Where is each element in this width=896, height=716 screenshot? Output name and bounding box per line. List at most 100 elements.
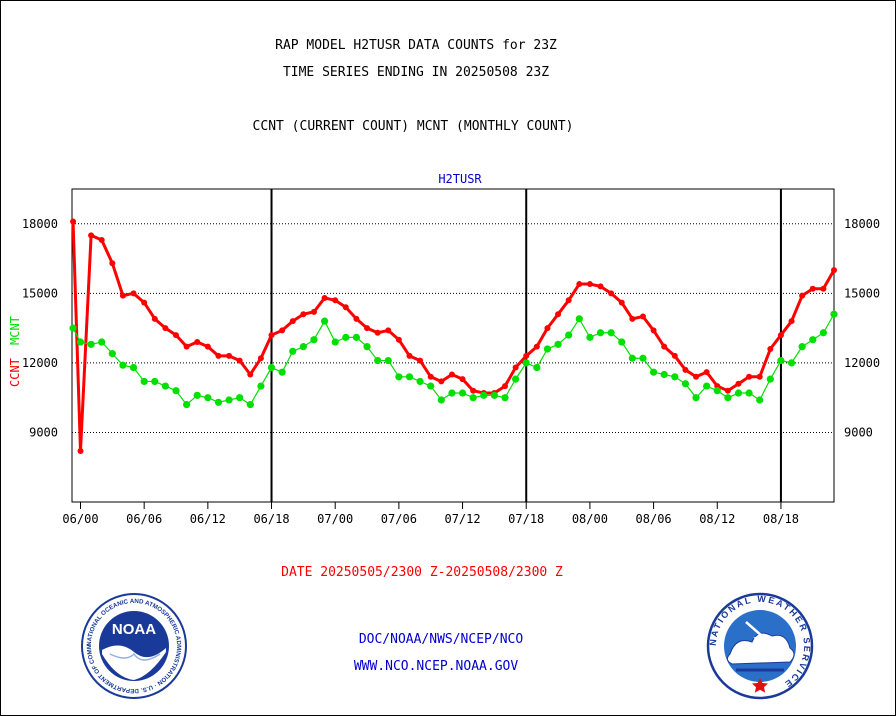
data-point-mcnt: [724, 394, 732, 402]
data-point-mcnt: [565, 331, 573, 339]
data-point-mcnt: [405, 373, 414, 381]
data-point-mcnt: [819, 329, 827, 337]
x-tick-label: 08/18: [763, 512, 799, 526]
data-point-mcnt: [809, 336, 817, 344]
data-point-ccnt: [809, 285, 816, 292]
data-point-ccnt: [565, 297, 572, 304]
data-point-mcnt: [246, 401, 254, 409]
data-point-mcnt: [512, 375, 520, 383]
data-point-ccnt: [639, 313, 646, 320]
data-point-mcnt: [607, 329, 615, 337]
y-tick-label-right: 9000: [844, 425, 873, 439]
data-point-ccnt: [204, 343, 211, 350]
data-point-ccnt: [151, 315, 158, 322]
x-tick-label: 07/18: [508, 512, 544, 526]
data-point-mcnt: [543, 345, 552, 353]
x-tick-label: 08/06: [636, 512, 672, 526]
x-tick-label: 06/06: [126, 512, 162, 526]
data-point-mcnt: [586, 333, 594, 341]
data-point-mcnt: [299, 343, 307, 351]
data-point-mcnt: [183, 401, 191, 409]
data-point-mcnt: [257, 382, 265, 390]
data-point-ccnt: [300, 311, 307, 318]
data-point-ccnt: [661, 343, 668, 350]
data-point-mcnt: [437, 396, 445, 404]
x-tick-label: 08/12: [699, 512, 735, 526]
noaa-logo: NATIONAL OCEANIC AND ATMOSPHERIC ADMINIS…: [80, 592, 187, 699]
website-link[interactable]: WWW.NCO.NCEP.NOAA.GOV: [353, 659, 519, 674]
data-point-mcnt: [76, 338, 85, 346]
data-point-mcnt: [384, 356, 392, 365]
data-point-ccnt: [555, 311, 562, 318]
data-point-mcnt: [703, 382, 711, 390]
data-point-ccnt: [438, 378, 445, 385]
y-tick-label-right: 18000: [844, 217, 880, 231]
x-tick-label: 07/00: [317, 512, 353, 526]
data-point-ccnt: [703, 369, 710, 376]
data-point-ccnt: [756, 373, 763, 380]
data-point-ccnt: [374, 329, 381, 336]
data-point-mcnt: [108, 350, 116, 358]
data-point-ccnt: [215, 352, 222, 359]
data-point-ccnt: [268, 332, 275, 339]
data-point-ccnt: [279, 327, 286, 334]
data-point-ccnt: [682, 366, 689, 373]
data-point-mcnt: [395, 373, 403, 381]
data-point-mcnt: [214, 398, 223, 406]
data-point-ccnt: [735, 380, 742, 387]
data-point-ccnt: [130, 290, 137, 297]
nws-logo: NATIONAL WEATHER SERVICE: [706, 592, 814, 700]
data-point-ccnt: [162, 325, 169, 332]
data-point-ccnt: [70, 218, 77, 225]
data-point-ccnt: [618, 299, 625, 306]
data-point-ccnt: [523, 352, 530, 359]
data-point-mcnt: [766, 375, 774, 383]
data-point-mcnt: [649, 368, 658, 376]
data-point-ccnt: [257, 355, 264, 362]
data-point-mcnt: [777, 356, 785, 365]
data-point-mcnt: [628, 354, 636, 362]
y-tick-label-right: 15000: [844, 286, 880, 300]
data-point-ccnt: [98, 237, 105, 244]
data-point-mcnt: [618, 338, 626, 346]
data-point-ccnt: [512, 364, 519, 371]
y-tick-label-left: 18000: [22, 217, 58, 231]
x-tick-label: 06/18: [253, 512, 289, 526]
data-point-ccnt: [88, 232, 95, 239]
data-point-ccnt: [544, 325, 551, 332]
data-point-ccnt: [332, 297, 339, 304]
chart-title-line-1: RAP MODEL H2TUSR DATA COUNTS for 23Z: [275, 38, 557, 53]
data-point-ccnt: [448, 371, 455, 378]
data-point-mcnt: [713, 387, 721, 395]
data-point-mcnt: [267, 363, 276, 372]
data-point-mcnt: [98, 338, 106, 346]
data-point-mcnt: [342, 333, 350, 341]
data-point-ccnt: [831, 267, 837, 274]
data-point-ccnt: [586, 281, 593, 288]
data-point-mcnt: [236, 394, 244, 402]
data-point-mcnt: [289, 347, 297, 355]
data-point-ccnt: [427, 373, 434, 380]
data-point-ccnt: [693, 373, 700, 380]
data-point-ccnt: [289, 318, 296, 325]
data-point-ccnt: [777, 332, 784, 339]
data-point-ccnt: [395, 336, 402, 343]
data-point-mcnt: [469, 394, 477, 402]
data-point-ccnt: [597, 283, 604, 290]
data-point-mcnt: [225, 396, 233, 404]
data-point-mcnt: [129, 363, 138, 372]
data-point-mcnt: [501, 394, 509, 402]
data-point-ccnt: [724, 387, 731, 394]
data-point-mcnt: [352, 333, 361, 341]
data-point-mcnt: [140, 377, 148, 386]
data-point-mcnt: [193, 391, 201, 399]
data-point-mcnt: [522, 359, 530, 367]
data-point-mcnt: [448, 389, 456, 397]
data-point-mcnt: [331, 338, 339, 346]
x-tick-label: 07/06: [381, 512, 417, 526]
data-point-ccnt: [671, 352, 678, 359]
data-point-mcnt: [554, 340, 562, 348]
data-point-mcnt: [660, 370, 668, 379]
data-point-mcnt: [204, 394, 212, 402]
